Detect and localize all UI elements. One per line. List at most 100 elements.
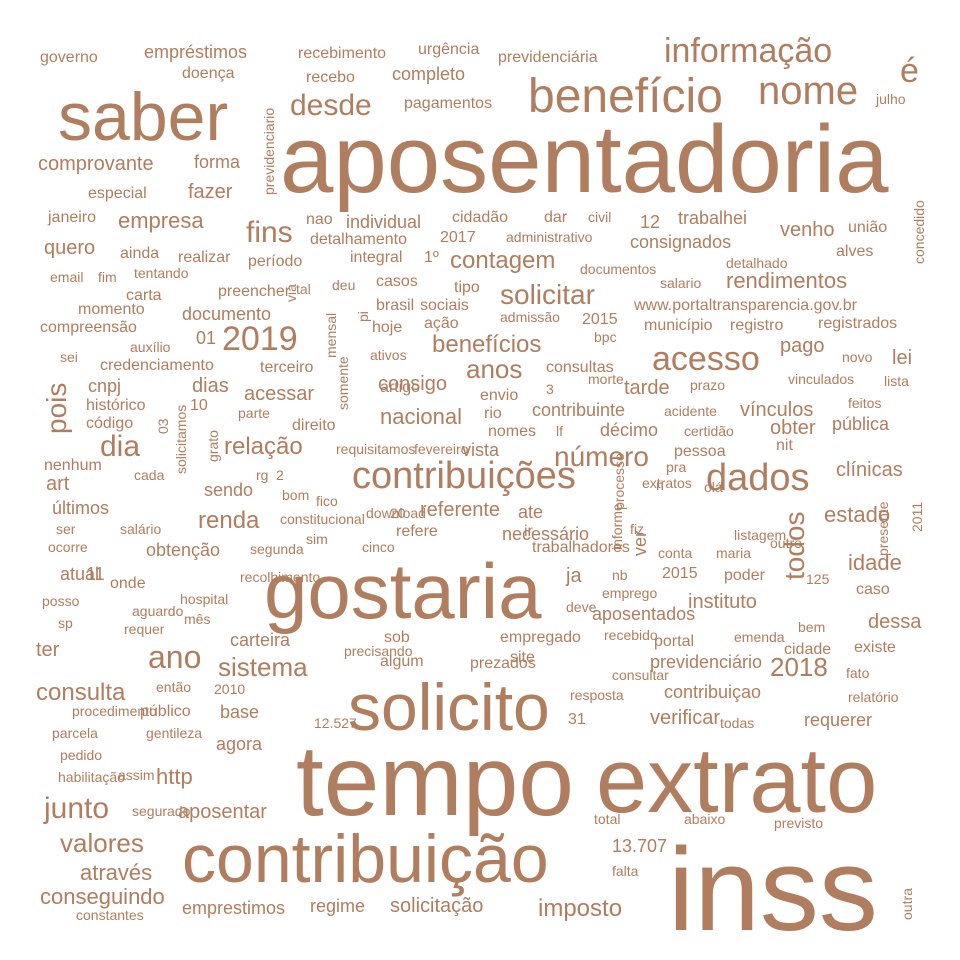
word-documento-101: documento [182, 304, 271, 324]
word-solicitar-18: solicitar [500, 279, 595, 310]
word-refere-182: refere [396, 523, 438, 540]
word-ter-219: ter [36, 639, 60, 661]
word-nit-152: nit [776, 437, 793, 454]
word-requerer-248: requerer [804, 710, 872, 730]
word-conseguindo-31: conseguindo [40, 884, 165, 909]
word-ja-199: ja [565, 565, 582, 587]
word-informacao-9: informação [664, 32, 832, 70]
word-quero-59: quero [44, 237, 95, 259]
word-decimo-150: décimo [600, 420, 658, 440]
word-comprovante-53: comprovante [38, 153, 154, 175]
word-algum-230: algum [380, 653, 424, 670]
word-cidadao-77: cidadão [452, 209, 508, 226]
word-detalhado-95: detalhado [726, 255, 788, 271]
word-n-169: n [656, 477, 664, 493]
word-2015-203: 2015 [662, 565, 698, 582]
word-janeiro-58: janeiro [47, 209, 96, 226]
word-preencher-69: preencher [218, 283, 291, 300]
word-procedimento-239: procedimento [72, 703, 157, 719]
word-recolhimento-201: recolhimento [240, 569, 320, 585]
word-idade-206: idade [848, 550, 902, 575]
word-nenhum-157: nenhum [44, 457, 102, 474]
word-parcela-249: parcela [52, 725, 98, 741]
word-pra-168: pra [666, 459, 686, 475]
word-saber-7: saber [58, 79, 228, 155]
word-onde-200: onde [110, 575, 146, 592]
word-obter-146: obter [770, 417, 816, 439]
word-completo-49: completo [392, 64, 465, 84]
word-hoje-102: hoje [372, 319, 402, 336]
word-contagem-19: contagem [450, 247, 555, 274]
word-ocorre-194: ocorre [48, 539, 88, 555]
word-conta-191: conta [658, 545, 692, 561]
word-nacional-40: nacional [380, 404, 462, 429]
word-aposentar-256: aposentar [178, 801, 267, 823]
word-todos-23: todos [779, 512, 810, 581]
word-municipio-106: município [644, 317, 713, 334]
word-listagem-187: listagem [734, 527, 786, 543]
word-morte-127: morte [588, 371, 624, 387]
word-cidade-227: cidade [784, 641, 831, 658]
word-constitucional-175: constitucional [280, 511, 365, 527]
word-tentando-64: tentando [134, 265, 189, 281]
word-trabalhadores-190: trabalhadores [532, 539, 630, 556]
word-individual-76: individual [346, 212, 421, 232]
word-salario-181: salário [120, 521, 161, 537]
word-http-255: http [156, 764, 193, 789]
word-art-162: art [46, 473, 70, 495]
word-nb-202: nb [612, 567, 628, 583]
word-bom-164: bom [282, 487, 309, 503]
word-2011-170: 2011 [909, 502, 925, 532]
word-publico-240: público [140, 703, 191, 720]
word-carteira-220: carteira [230, 630, 291, 650]
word-emprestimos-32: emprestimos [182, 898, 285, 918]
word-valores-29: valores [60, 828, 144, 858]
word-alves-88: alves [836, 243, 873, 260]
word-hospital-209: hospital [180, 591, 228, 607]
word-segunda-196: segunda [250, 541, 304, 557]
word-ser-180: ser [56, 521, 76, 537]
word-imposto-35: imposto [538, 895, 622, 922]
word-inss-0: inss [668, 824, 878, 956]
word-recebimento-46: recebimento [298, 45, 386, 62]
word-emprego-210: emprego [602, 585, 657, 601]
word-beneficios-20: benefícios [432, 331, 541, 358]
word-03-137: 03 [155, 418, 171, 434]
word-anos-21: anos [466, 354, 522, 384]
word-fato-235: fato [846, 665, 870, 681]
word-urgencia-48: urgência [418, 41, 479, 58]
word-concedido-89: concedido [911, 200, 927, 264]
word-dia-37: dia [100, 430, 140, 463]
word-existe-229: existe [854, 639, 896, 656]
word-abaixo-259: abaixo [684, 811, 725, 827]
word-13-707-261: 13.707 [612, 836, 667, 856]
word-contribuicao-238: contribuiçao [664, 682, 761, 702]
word-ultimos-174: últimos [52, 498, 109, 518]
word-fico-165: fico [316, 493, 338, 509]
word-renda-38: renda [198, 507, 260, 534]
word-email-62: email [50, 269, 83, 285]
word-admissao-104: admissão [500, 309, 560, 325]
word-assim-254: assim [118, 767, 155, 783]
word-gentileza-250: gentileza [146, 725, 202, 741]
word-mensal-73: mensal [323, 313, 339, 358]
word-bem-228: bem [798, 619, 825, 635]
word-requisitamos-153: requisitamos [336, 441, 415, 457]
word-125-205: 125 [806, 571, 830, 587]
word-caso-207: caso [856, 581, 890, 598]
word-tarde-135: tarde [624, 377, 670, 399]
word-compreensao-67: compreensão [40, 319, 137, 336]
word-atraves-30: através [80, 860, 152, 885]
word-dias-123: dias [192, 375, 229, 397]
word-documentos-94: documentos [580, 261, 656, 277]
word-fevereiro-154: fevereiro [414, 441, 469, 457]
word-integral-90: integral [350, 249, 402, 266]
word-desde-12: desde [290, 89, 372, 122]
word-contribuicao-5: contribuição [182, 821, 549, 897]
word-previsto-260: previsto [774, 815, 823, 831]
word-ainda-60: ainda [120, 245, 159, 262]
word-realizar-61: realizar [178, 249, 231, 266]
word-fim-63: fim [98, 269, 117, 285]
word-poder-204: poder [724, 567, 766, 584]
word-20-177: 20 [390, 505, 406, 521]
